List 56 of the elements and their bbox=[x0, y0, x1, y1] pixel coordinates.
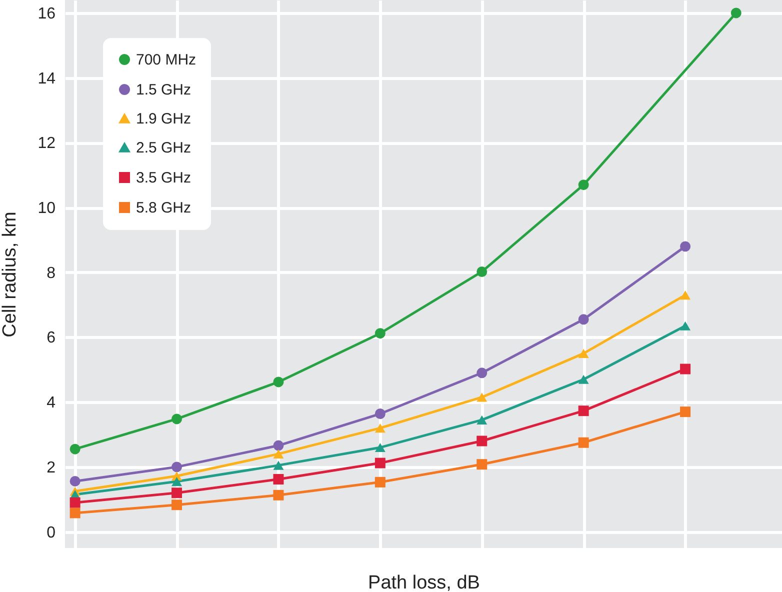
point bbox=[476, 459, 488, 470]
legend-label: 1.9 GHz bbox=[136, 110, 192, 128]
point bbox=[374, 423, 386, 433]
point bbox=[476, 436, 488, 446]
point bbox=[476, 415, 488, 424]
y-tick-label: 0 bbox=[46, 524, 56, 542]
x-axis-title: Path loss, dB bbox=[368, 572, 480, 592]
point bbox=[578, 348, 589, 358]
point bbox=[273, 460, 284, 470]
point bbox=[374, 476, 386, 488]
point bbox=[374, 442, 386, 452]
point bbox=[578, 437, 589, 448]
point bbox=[680, 290, 691, 300]
point bbox=[273, 490, 284, 500]
point bbox=[476, 368, 488, 378]
y-tick-label: 4 bbox=[46, 394, 56, 412]
y-tick-label: 2 bbox=[46, 459, 56, 476]
point bbox=[70, 508, 80, 518]
point bbox=[578, 374, 589, 384]
y-axis-title: Cell radius, km bbox=[0, 212, 21, 338]
y-tick-label: 12 bbox=[38, 135, 56, 152]
y-tick-label: 6 bbox=[46, 330, 56, 347]
point bbox=[273, 474, 284, 484]
point bbox=[273, 449, 284, 459]
legend-label: 3.5 GHz bbox=[136, 170, 192, 186]
point bbox=[374, 328, 386, 339]
legend-label: 700 MHz bbox=[136, 52, 196, 68]
point bbox=[172, 488, 182, 498]
point bbox=[476, 266, 488, 277]
point bbox=[578, 314, 589, 325]
point bbox=[172, 476, 182, 486]
point bbox=[374, 408, 386, 419]
point bbox=[70, 476, 80, 486]
point bbox=[680, 241, 691, 252]
legend-label: 1.5 GHz bbox=[136, 82, 192, 98]
legend-label: 2.5 GHz bbox=[136, 140, 192, 156]
point bbox=[374, 458, 386, 468]
point bbox=[273, 376, 284, 388]
point bbox=[730, 8, 742, 18]
y-tick-label: 14 bbox=[38, 70, 56, 88]
point bbox=[172, 500, 182, 510]
point bbox=[273, 440, 284, 451]
point bbox=[680, 406, 691, 418]
legend-label: 5.8 GHz bbox=[136, 200, 192, 216]
point bbox=[680, 364, 691, 374]
point bbox=[476, 392, 488, 402]
point bbox=[578, 406, 589, 416]
point bbox=[172, 462, 182, 472]
y-tick-label: 8 bbox=[46, 264, 56, 282]
point bbox=[680, 321, 691, 330]
point bbox=[70, 444, 80, 454]
point bbox=[172, 414, 182, 424]
point bbox=[70, 497, 80, 508]
y-tick-label: 16 bbox=[38, 5, 56, 22]
y-tick-label: 10 bbox=[38, 200, 56, 218]
point bbox=[578, 180, 589, 190]
